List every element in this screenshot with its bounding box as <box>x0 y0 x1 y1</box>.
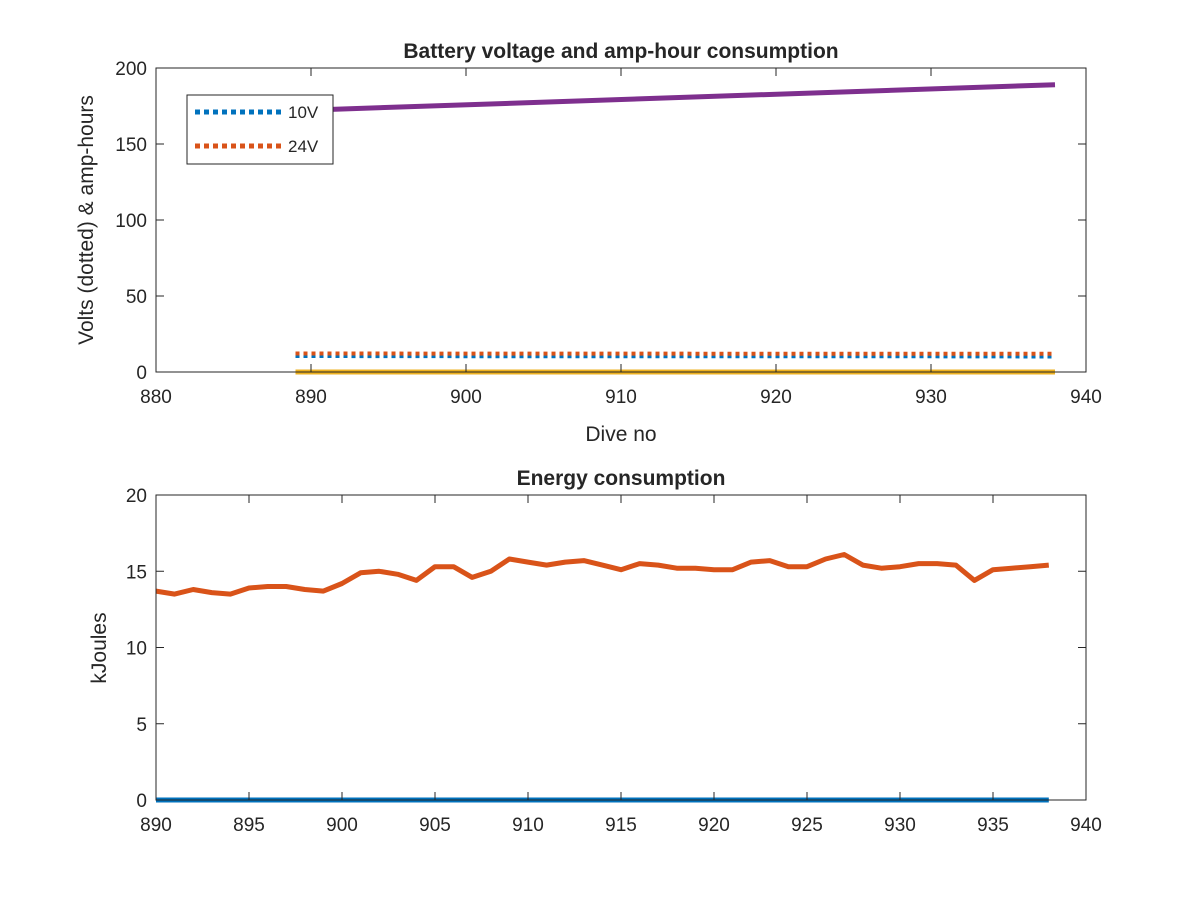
x-tick-label: 920 <box>760 387 792 408</box>
x-tick-label: 910 <box>605 387 637 408</box>
y-tick-label: 0 <box>136 363 147 384</box>
x-tick-label: 930 <box>915 387 947 408</box>
y-axis-label: kJoules <box>88 612 111 683</box>
y-tick-label: 100 <box>115 211 147 232</box>
x-tick-label: 940 <box>1070 387 1102 408</box>
chart-title: Battery voltage and amp-hour consumption <box>403 40 838 63</box>
legend: 10V 24V <box>187 95 333 164</box>
x-tick-label: 890 <box>295 387 327 408</box>
legend-label-24v: 24V <box>288 137 319 156</box>
legend-label-10v: 10V <box>288 103 319 122</box>
y-tick-label: 15 <box>126 562 147 583</box>
x-tick-label: 900 <box>450 387 482 408</box>
y-tick-label: 0 <box>136 791 147 812</box>
x-tick-label: 910 <box>512 815 544 836</box>
x-tick-label: 880 <box>140 387 172 408</box>
x-tick-label: 940 <box>1070 815 1102 836</box>
x-tick-label: 900 <box>326 815 358 836</box>
x-tick-label: 895 <box>233 815 265 836</box>
x-tick-label: 935 <box>977 815 1009 836</box>
x-tick-label: 930 <box>884 815 916 836</box>
y-tick-label: 5 <box>136 715 147 736</box>
x-axis-label: Dive no <box>585 423 656 446</box>
x-tick-label: 925 <box>791 815 823 836</box>
y-tick-label: 10 <box>126 639 147 660</box>
x-tick-label: 905 <box>419 815 451 836</box>
y-axis-label: Volts (dotted) & amp-hours <box>75 95 98 345</box>
x-tick-label: 920 <box>698 815 730 836</box>
y-tick-label: 200 <box>115 59 147 80</box>
y-tick-label: 20 <box>126 486 147 507</box>
x-tick-label: 890 <box>140 815 172 836</box>
y-tick-label: 50 <box>126 287 147 308</box>
chart-title: Energy consumption <box>517 467 726 490</box>
y-tick-label: 150 <box>115 135 147 156</box>
x-tick-label: 915 <box>605 815 637 836</box>
